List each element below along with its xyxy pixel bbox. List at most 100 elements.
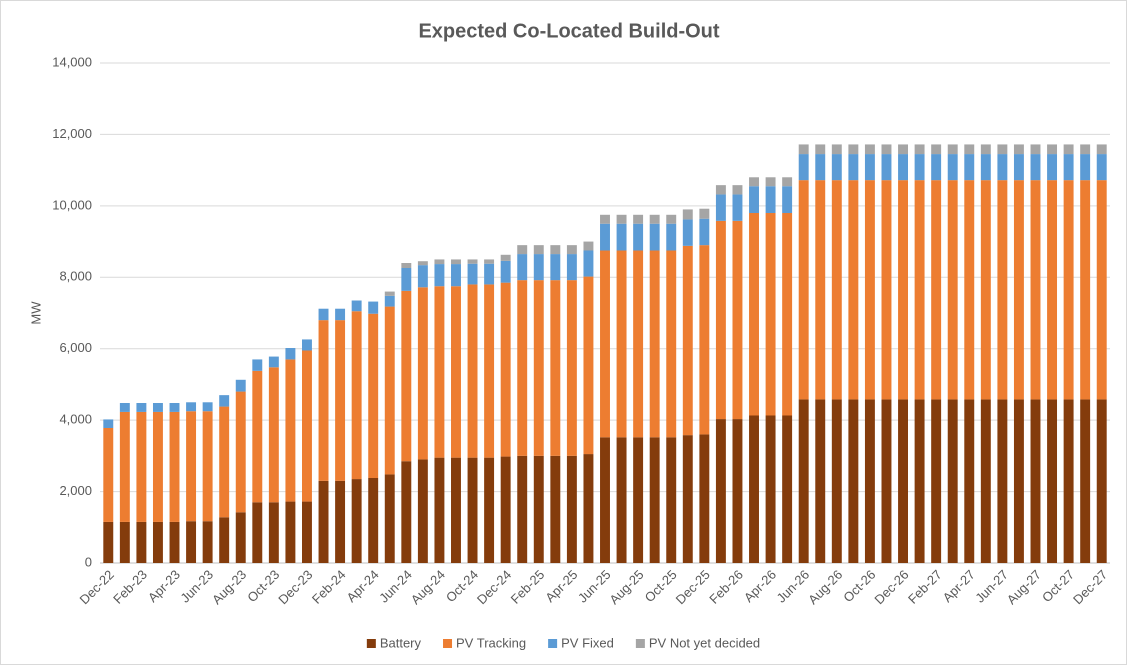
bar-segment <box>616 250 627 438</box>
bar-segment <box>467 457 478 563</box>
bar-segment <box>285 359 296 502</box>
y-tick-label: 14,000 <box>52 54 92 69</box>
bar-segment <box>434 457 445 563</box>
bar-segment <box>417 287 428 460</box>
y-tick-label: 2,000 <box>59 483 92 498</box>
bar-segment <box>517 245 528 255</box>
bar-segment <box>219 406 230 518</box>
legend-label: PV Tracking <box>456 635 526 650</box>
bar-segment <box>798 180 809 400</box>
bar-segment <box>318 480 329 563</box>
bar-segment <box>600 250 610 438</box>
bar-segment <box>1096 399 1107 563</box>
bar-segment <box>451 259 461 265</box>
bar-segment <box>715 194 726 221</box>
bar-segment <box>467 284 478 458</box>
bar-segment <box>931 144 942 155</box>
bar-segment <box>566 455 577 563</box>
bar-segment <box>616 223 627 251</box>
legend-label: Battery <box>380 635 422 650</box>
bar-segment <box>533 280 544 456</box>
bar-segment <box>550 455 561 563</box>
bar-segment <box>815 154 826 181</box>
bar-segment <box>533 254 544 281</box>
bar-segment <box>401 263 412 268</box>
bar-segment <box>815 144 826 155</box>
bar-segment <box>964 154 975 181</box>
bar-segment <box>980 144 991 155</box>
bar-segment <box>649 250 660 438</box>
y-tick-label: 10,000 <box>52 197 92 212</box>
bar-segment <box>401 461 412 563</box>
bar-segment <box>268 367 279 503</box>
bar-segment <box>451 457 461 563</box>
bar-segment <box>798 154 809 181</box>
bar-segment <box>368 313 379 478</box>
bar-segment <box>649 223 660 251</box>
bar-segment <box>682 245 693 436</box>
bar-segment <box>947 154 958 181</box>
bar-segment <box>186 411 197 522</box>
bar-segment <box>169 521 180 563</box>
y-tick-label: 0 <box>85 554 92 569</box>
bar-segment <box>401 268 412 291</box>
bar-segment <box>1096 154 1107 181</box>
legend-swatch <box>548 639 558 648</box>
bar-segment <box>384 306 395 475</box>
bar-segment <box>798 144 809 155</box>
bar-segment <box>898 154 908 181</box>
bar-segment <box>782 415 793 563</box>
bar-segment <box>368 301 379 314</box>
bar-segment <box>947 180 958 400</box>
bar-segment <box>1013 180 1024 400</box>
bar-segment <box>732 185 743 195</box>
bar-segment <box>533 455 544 563</box>
bar-segment <box>1096 180 1107 400</box>
bar-segment <box>1030 144 1041 155</box>
bar-segment <box>550 280 561 456</box>
bar-segment <box>451 264 461 287</box>
legend-swatch <box>366 639 376 648</box>
bar-segment <box>864 144 875 155</box>
bar-segment <box>699 208 710 219</box>
bar-segment <box>484 457 495 563</box>
bar-segment <box>533 245 544 255</box>
bar-segment <box>633 223 644 251</box>
bar-segment <box>136 411 147 522</box>
bar-segment <box>964 144 975 155</box>
bar-segment <box>500 456 511 563</box>
bar-segment <box>186 402 197 412</box>
bar-segment <box>765 213 776 416</box>
bar-segment <box>1047 154 1058 181</box>
bar-segment <box>914 144 925 155</box>
bar-segment <box>831 154 842 181</box>
bar-segment <box>997 154 1008 181</box>
bar-segment <box>699 434 710 563</box>
bar-segment <box>649 214 660 224</box>
bar-segment <box>931 180 942 400</box>
bar-segment <box>335 308 346 321</box>
bar-segment <box>931 399 942 563</box>
bar-segment <box>417 261 428 266</box>
bar-segment <box>914 180 925 400</box>
y-tick-label: 8,000 <box>59 269 92 284</box>
legend-swatch <box>443 639 453 648</box>
bar-segment <box>302 350 312 502</box>
bar-segment <box>997 399 1008 563</box>
bar-segment <box>1030 154 1041 181</box>
bar-segment <box>947 399 958 563</box>
bar-segment <box>715 419 726 563</box>
y-tick-label: 4,000 <box>59 412 92 427</box>
bar-segment <box>434 259 445 265</box>
bar-segment <box>335 320 346 481</box>
bar-segment <box>699 218 710 246</box>
bar-segment <box>898 144 908 155</box>
bar-segment <box>517 280 528 456</box>
bar-segment <box>715 185 726 195</box>
bar-segment <box>798 399 809 563</box>
bar-segment <box>186 521 197 563</box>
bar-segment <box>980 180 991 400</box>
bar-segment <box>202 411 213 522</box>
bar-segment <box>600 437 610 563</box>
